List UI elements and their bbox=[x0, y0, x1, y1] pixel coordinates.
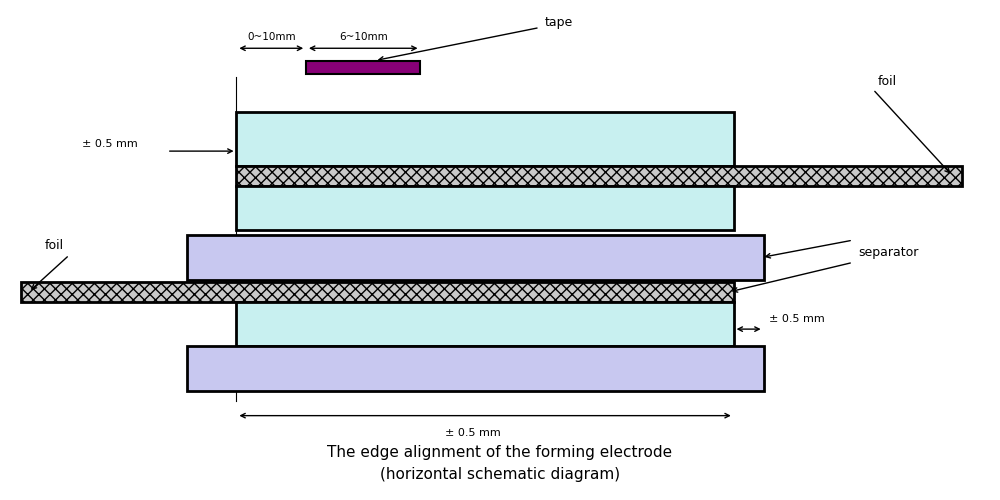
FancyBboxPatch shape bbox=[236, 186, 734, 230]
FancyBboxPatch shape bbox=[236, 166, 962, 186]
Text: ± 0.5 mm: ± 0.5 mm bbox=[445, 428, 501, 438]
Text: 6~10mm: 6~10mm bbox=[339, 32, 388, 42]
Text: ± 0.5 mm: ± 0.5 mm bbox=[769, 314, 824, 324]
Text: (horizontal schematic diagram): (horizontal schematic diagram) bbox=[380, 468, 620, 482]
FancyBboxPatch shape bbox=[21, 282, 734, 302]
Text: foil: foil bbox=[45, 238, 64, 252]
FancyBboxPatch shape bbox=[236, 302, 734, 346]
FancyBboxPatch shape bbox=[187, 346, 764, 391]
FancyBboxPatch shape bbox=[236, 112, 734, 166]
Text: ± 0.5 mm: ± 0.5 mm bbox=[82, 138, 138, 148]
Text: 0~10mm: 0~10mm bbox=[247, 32, 296, 42]
Text: The edge alignment of the forming electrode: The edge alignment of the forming electr… bbox=[327, 445, 673, 460]
Text: tape: tape bbox=[545, 16, 573, 29]
Text: separator: separator bbox=[858, 246, 918, 259]
FancyBboxPatch shape bbox=[187, 235, 764, 280]
Text: foil: foil bbox=[878, 76, 897, 88]
FancyBboxPatch shape bbox=[306, 60, 420, 74]
